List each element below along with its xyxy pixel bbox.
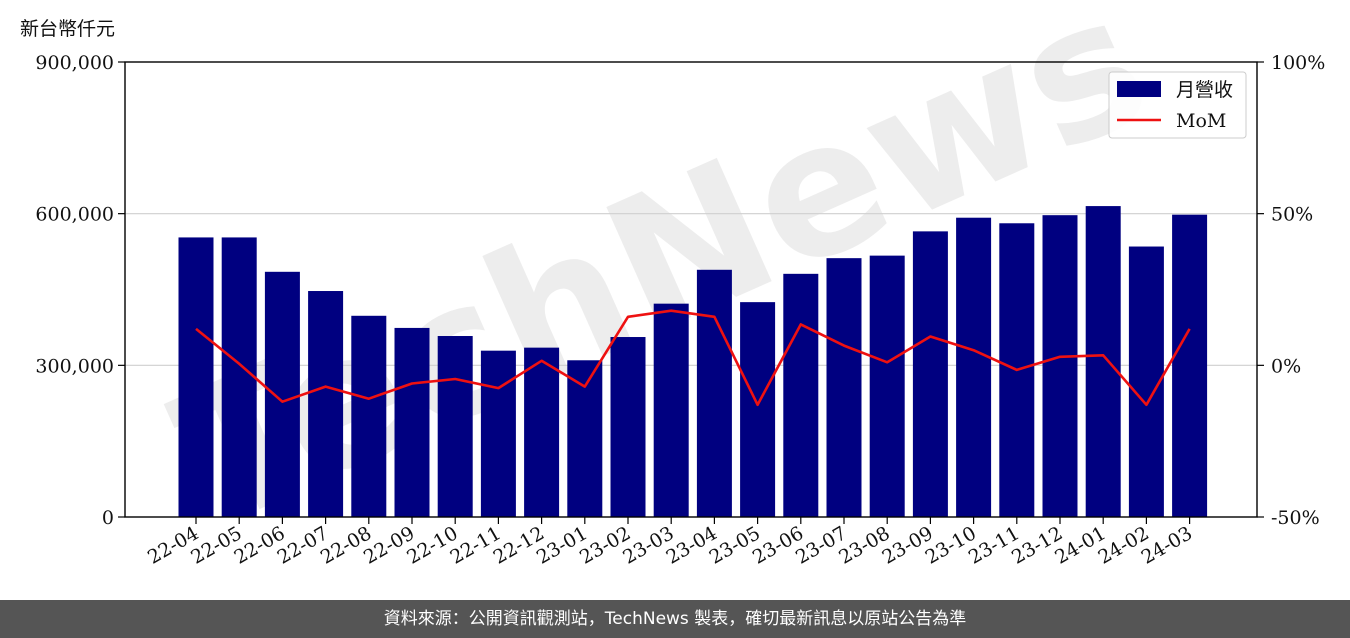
bar-22-05 — [221, 237, 257, 517]
bar-24-03 — [1172, 214, 1208, 517]
left-tick-label: 900,000 — [35, 52, 114, 74]
right-tick-label: -50% — [1271, 507, 1320, 529]
legend-label-mom: MoM — [1176, 110, 1226, 132]
bar-23-04 — [696, 269, 732, 517]
bar-22-12 — [524, 347, 560, 517]
y-axis-unit-label: 新台幣仟元 — [20, 18, 116, 40]
bar-22-08 — [351, 315, 387, 517]
bar-22-06 — [264, 271, 300, 517]
bar-23-10 — [956, 217, 992, 517]
left-tick-label: 300,000 — [35, 355, 114, 377]
bar-23-06 — [783, 273, 819, 517]
right-tick-label: 50% — [1271, 204, 1313, 226]
left-tick-label: 600,000 — [35, 204, 114, 226]
right-tick-label: 0% — [1271, 355, 1301, 377]
bar-23-01 — [567, 360, 603, 517]
legend-swatch-revenue — [1117, 81, 1161, 97]
legend-label-revenue: 月營收 — [1176, 79, 1233, 101]
right-tick-label: 100% — [1271, 52, 1325, 74]
bar-23-08 — [869, 255, 905, 517]
bar-22-11 — [480, 350, 516, 517]
right-y-axis: -50% 0% 50% 100% — [1257, 52, 1325, 529]
bar-23-02 — [610, 337, 646, 517]
mom-line — [195, 309, 1191, 407]
bar-22-04 — [178, 237, 214, 517]
bar-24-01 — [1085, 206, 1121, 518]
bar-series — [178, 206, 1208, 518]
left-y-axis: 0 300,000 600,000 900,000 — [35, 52, 125, 529]
bar-22-07 — [308, 291, 344, 517]
bar-23-03 — [653, 303, 689, 517]
bar-22-10 — [437, 336, 473, 517]
bar-22-09 — [394, 327, 430, 517]
plot-frame — [124, 61, 1258, 518]
source-footer: 資料來源：公開資訊觀測站，TechNews 製表，確切最新訊息以原站公告為準 — [0, 600, 1350, 638]
x-tick-label: 24-03 — [1138, 522, 1196, 568]
bar-23-12 — [1042, 215, 1078, 517]
legend: 月營收 MoM — [1108, 71, 1247, 139]
bar-23-05 — [740, 302, 776, 517]
left-tick-label: 0 — [102, 507, 114, 529]
bar-23-07 — [826, 258, 862, 517]
bar-23-09 — [912, 231, 948, 517]
